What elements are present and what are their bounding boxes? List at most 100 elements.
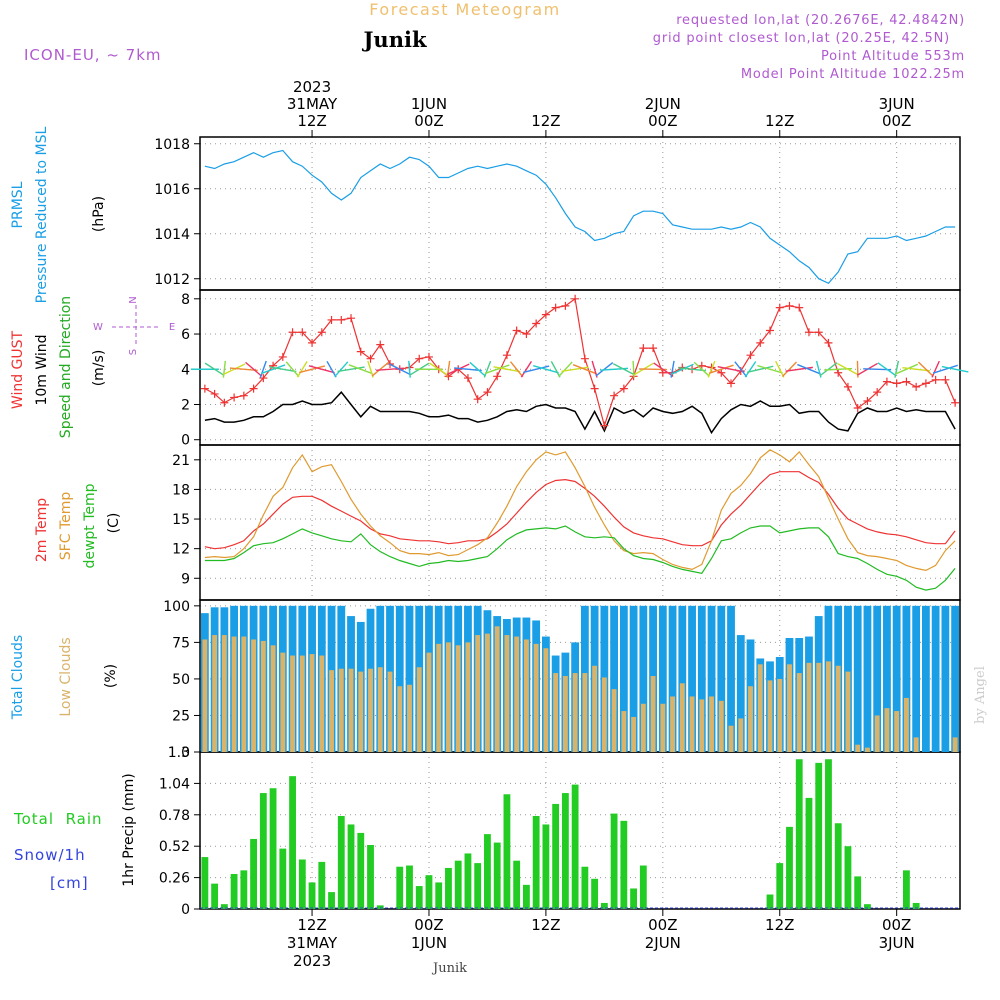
low-cloud-bar xyxy=(738,718,744,752)
wind-direction-arrow xyxy=(894,363,919,375)
low-cloud-bar xyxy=(426,652,432,752)
total-cloud-bar xyxy=(668,605,677,752)
rain-bar xyxy=(454,860,462,909)
bottom-day-label: 3JUN xyxy=(879,934,915,952)
location-title: Junik xyxy=(362,27,427,52)
top-year-label: 2023 xyxy=(293,78,331,96)
low-cloud-bar xyxy=(611,689,617,752)
low-cloud-bar xyxy=(212,635,218,752)
gust-point xyxy=(230,393,239,402)
rain-bar xyxy=(474,863,482,909)
gust-point xyxy=(902,377,911,386)
low-cloud-bar xyxy=(514,636,520,752)
gust-point xyxy=(415,354,424,363)
compass-s: S xyxy=(128,349,139,355)
top-hour-label: 12Z xyxy=(297,112,326,130)
gust-point xyxy=(571,294,580,303)
gust-point xyxy=(512,326,521,335)
wind-direction-arrow xyxy=(533,365,559,374)
gust-point xyxy=(610,391,619,400)
top-day-label: 1JUN xyxy=(411,95,447,113)
wind-direction-arrow xyxy=(269,366,297,373)
gust-point xyxy=(561,301,570,310)
ytick-label-precip: 1.3 xyxy=(168,745,190,761)
gust-point xyxy=(795,303,804,312)
compass-e: E xyxy=(169,322,175,333)
wind-direction-arrow xyxy=(653,362,673,377)
gust-point xyxy=(502,351,511,360)
ytick-label-wind: 2 xyxy=(181,397,190,413)
ytick-label-precip: 0 xyxy=(181,902,190,918)
label-percent: (%) xyxy=(103,664,119,688)
label-cm: [cm] xyxy=(50,874,89,892)
wind-direction-arrow xyxy=(245,361,263,377)
ytick-label-precip: 0.78 xyxy=(159,808,190,824)
rain-bar xyxy=(211,883,219,909)
wind-direction-arrow xyxy=(222,363,246,376)
credit-watermark: by Angel xyxy=(973,666,988,724)
gust-point xyxy=(766,326,774,335)
gust-point xyxy=(366,354,375,363)
low-cloud-bar xyxy=(718,700,724,752)
requested-coords: requested lon,lat (20.2676E, 42.4842N) xyxy=(676,13,965,28)
model-label: ICON-EU, ~ 7km xyxy=(24,46,162,64)
total-cloud-bar xyxy=(697,605,706,752)
total-cloud-bar xyxy=(717,605,726,752)
low-cloud-bar xyxy=(358,671,364,752)
rain-bar xyxy=(620,820,628,909)
total-cloud-bar xyxy=(951,605,960,752)
wind-direction-arrow xyxy=(717,365,745,373)
rain-bar xyxy=(532,816,540,909)
low-cloud-bar xyxy=(865,747,870,752)
rain-bar xyxy=(298,859,306,909)
wind-direction-arrow xyxy=(797,363,821,375)
low-cloud-bar xyxy=(709,696,714,752)
temp-2m-line xyxy=(204,471,956,550)
gust-point xyxy=(590,384,599,393)
total-cloud-bar xyxy=(892,605,901,752)
compass-n: N xyxy=(128,296,139,303)
total-cloud-bar xyxy=(629,605,638,752)
rain-bar xyxy=(464,853,472,909)
gust-point xyxy=(239,391,248,400)
model-altitude: Model Point Altitude 1022.25m xyxy=(741,67,965,82)
rain-bar xyxy=(561,793,569,909)
label-snow: Snow/1h xyxy=(14,846,86,864)
gust-point xyxy=(278,352,287,361)
gust-point xyxy=(785,301,794,310)
bottom-hour-label: 00Z xyxy=(648,916,677,934)
low-cloud-bar xyxy=(572,673,578,752)
low-cloud-bar xyxy=(894,711,900,752)
bottom-hour-label: 00Z xyxy=(414,916,443,934)
low-cloud-bar xyxy=(231,636,237,752)
wind-direction-arrow xyxy=(469,361,486,377)
wind-direction-arrow xyxy=(941,365,969,373)
pressure-line xyxy=(204,149,956,285)
gust-point xyxy=(327,315,336,324)
low-cloud-bar xyxy=(903,697,909,752)
low-cloud-bar xyxy=(475,635,481,752)
wind-direction-arrow xyxy=(428,362,449,377)
ytick-label-clouds: 25 xyxy=(172,708,190,724)
label-2m-temp: 2m Temp xyxy=(34,498,50,562)
low-cloud-bar xyxy=(601,677,607,752)
wind-direction-arrow xyxy=(296,361,308,378)
total-cloud-bar xyxy=(688,605,696,752)
wind-direction-arrow xyxy=(520,361,533,378)
ytick-label-clouds: 0 xyxy=(181,745,190,761)
rain-bar xyxy=(328,892,335,909)
low-cloud-bar xyxy=(455,645,461,752)
gust-point xyxy=(639,344,648,353)
gust-point xyxy=(249,384,258,393)
gust-point xyxy=(600,421,609,430)
chart-layers: 1012 1014 1016 1018 0 2 4 6 8 9 12 15 18 21 0 25 50 75 100… xyxy=(10,78,969,970)
low-cloud-bar xyxy=(874,715,880,752)
label-speed-direction: Speed and Direction xyxy=(58,296,74,438)
frame-temp xyxy=(199,444,961,601)
wind-direction-arrow xyxy=(837,363,859,376)
rain-bar xyxy=(864,904,871,909)
wind-direction-arrow xyxy=(558,361,573,378)
wind-direction-arrow xyxy=(483,360,492,378)
label-pressure-msl: Pressure Reduced to MSL xyxy=(34,126,50,303)
